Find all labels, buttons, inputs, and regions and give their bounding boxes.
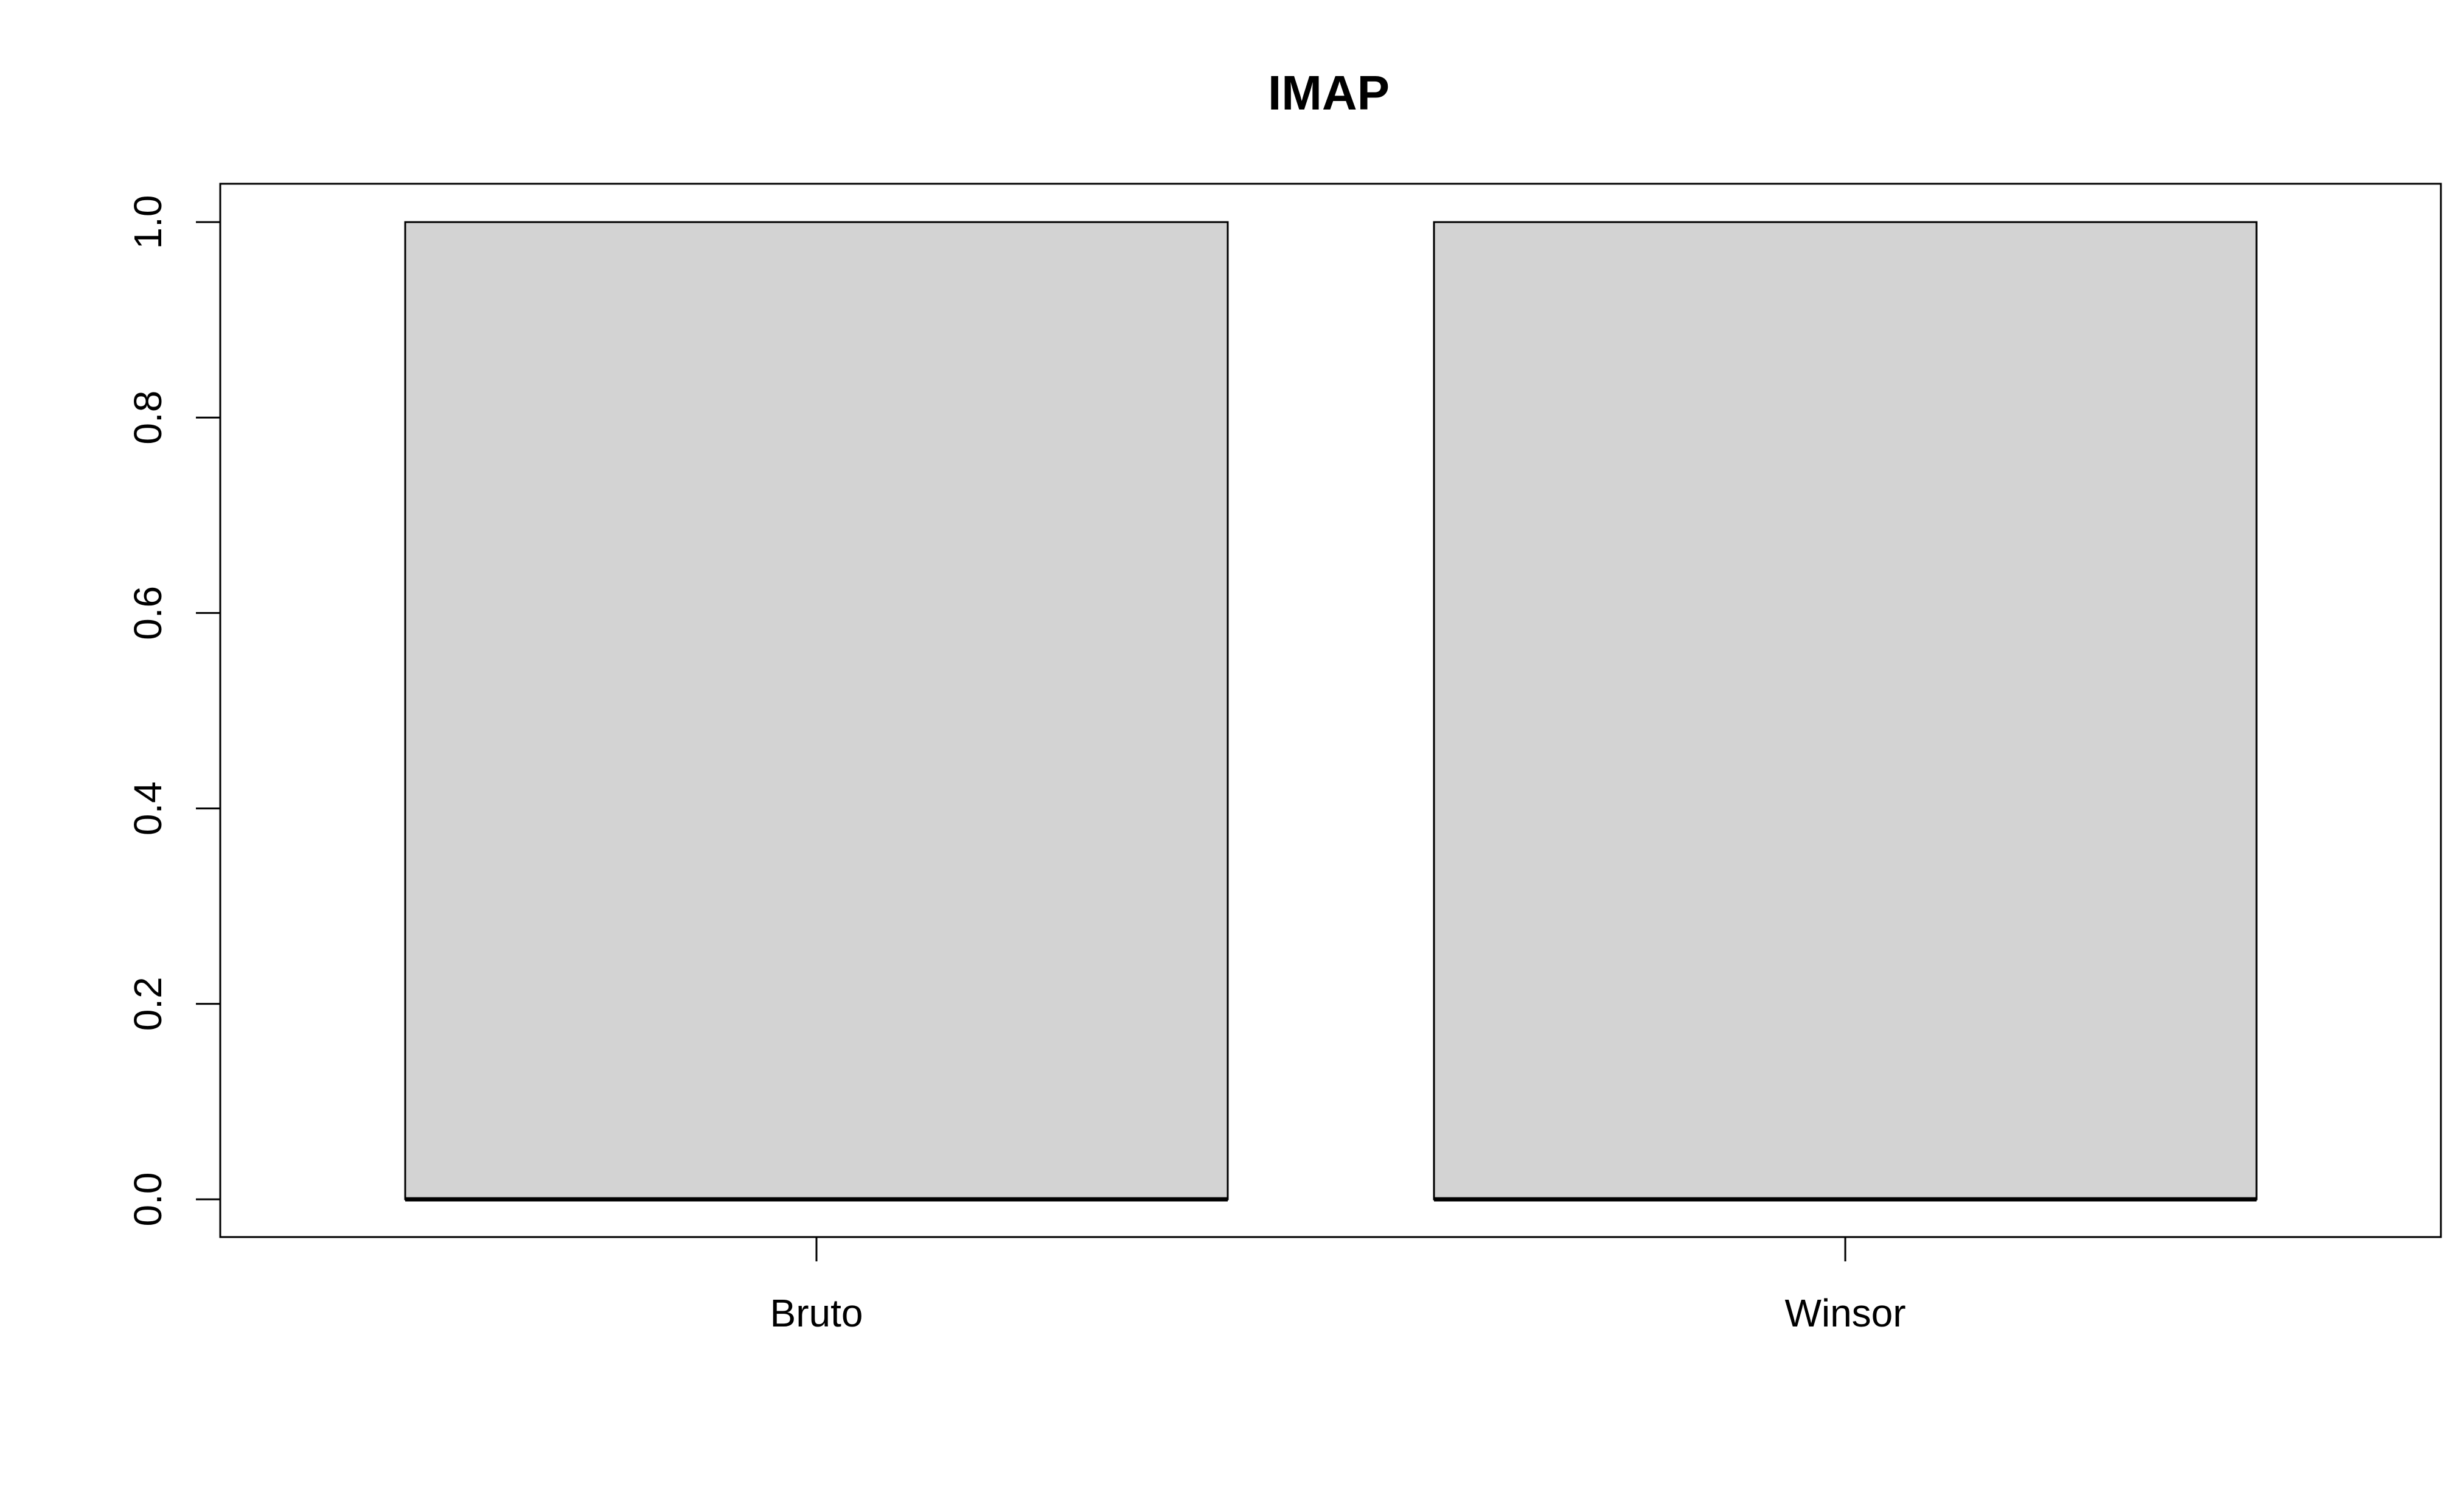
bars-layer [404, 221, 2258, 1202]
x-tick-label-bruto: Bruto [770, 1291, 863, 1335]
x-tick-label-winsor: Winsor [1784, 1291, 1905, 1335]
y-tick-label: 0.8 [126, 391, 170, 445]
y-axis: 0.0 0.2 0.4 0.6 0.8 1.0 [126, 195, 221, 1227]
y-tick-label: 0.2 [126, 977, 170, 1031]
y-tick-label: 0.0 [126, 1173, 170, 1227]
y-tick-label: 0.4 [126, 781, 170, 835]
chart-title: IMAP [1268, 66, 1390, 120]
bar-winsor [1433, 221, 2258, 1201]
x-axis: Bruto Winsor [770, 1237, 1906, 1335]
y-tick-label: 0.6 [126, 586, 170, 640]
y-tick-label: 1.0 [126, 195, 170, 249]
bar-bruto [404, 221, 1229, 1201]
